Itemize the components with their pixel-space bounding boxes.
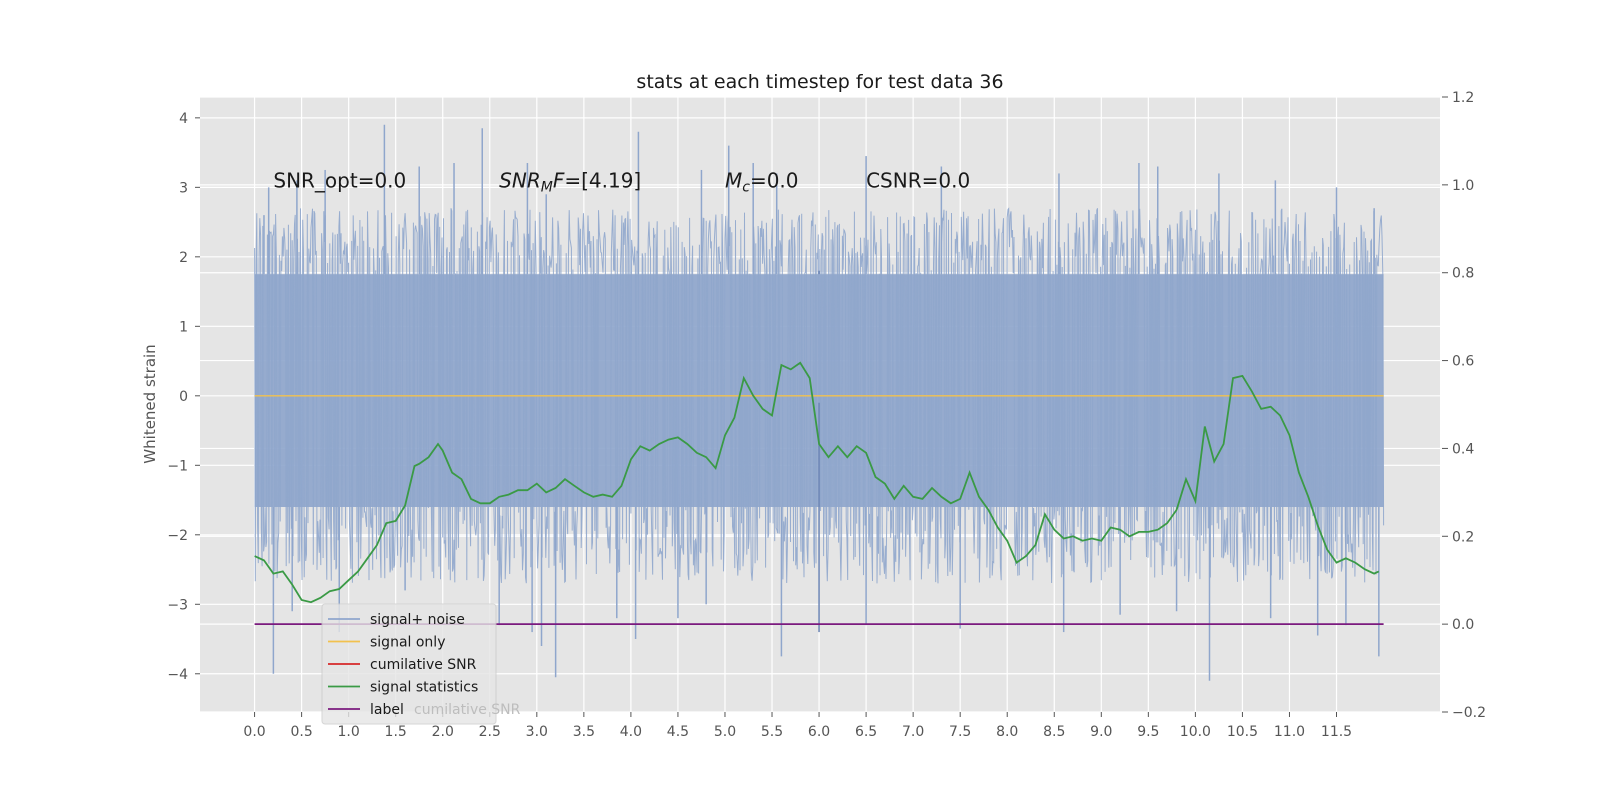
x-tick-label: 8.0 [996,724,1018,740]
x-tick-label: 2.0 [432,724,454,740]
x-tick-label: 3.5 [573,724,595,740]
legend-label: cumilative SNR [370,657,477,673]
annotation-part: =0.0 [750,168,799,192]
y2-tick-label: 0.4 [1452,441,1474,457]
noise-series [254,124,1385,681]
x-tick-label: 10.5 [1227,724,1258,740]
legend-label: label [370,702,404,718]
legend: signal+ noise signal only cumilative SNR si… [321,603,521,725]
x-tick-label: 11.0 [1274,724,1305,740]
legend-label: signal+ noise [370,612,465,628]
y2-tick-label: 0.2 [1452,529,1474,545]
annotation-part: SNR [499,168,541,192]
x-tick-label: 9.0 [1090,724,1112,740]
x-tick-label: 4.0 [620,724,642,740]
annotation-part: SNR_opt=0.0 [273,168,406,192]
annotation-part: CSNR=0.0 [866,168,970,192]
x-tick-label: 3.0 [526,724,548,740]
y-tick-label: −3 [167,597,188,613]
annotation-part: c [742,179,750,195]
x-tick-label: 5.0 [714,724,736,740]
x-tick-label: 0.0 [243,724,265,740]
x-tick-label: 1.0 [338,724,360,740]
x-tick-label: 2.5 [479,724,501,740]
y2-tick-label: 1.0 [1452,178,1474,194]
x-tick-label: 5.5 [761,724,783,740]
legend-label: signal only [370,635,445,651]
axes: 0.0 0.5 1.0 1.5 2.0 2.5 3.0 3.5 4.0 4.5 5.0 5.5 6.0 6… [167,90,1486,740]
annotation-part: =[4.19] [564,168,641,192]
x-tick-label: 8.5 [1043,724,1065,740]
legend-box [321,603,497,725]
y-tick-label: 0 [179,389,188,405]
annotation-text: Mc=0.0 [725,168,799,195]
y2-tick-label: 0.0 [1452,617,1474,633]
annotation-part: M [541,179,553,195]
x-tick-label: 6.0 [808,724,830,740]
y-tick-label: −2 [167,528,188,544]
y-tick-label: 4 [179,111,188,127]
y2-tick-label: 1.2 [1452,90,1474,106]
x-tick-label: 9.5 [1137,724,1159,740]
annotations: SNR_opt=0.0 SNRMF=[4.19] Mc=0.0 CSNR=0.0 [273,168,970,195]
y2-tick-label: 0.8 [1452,266,1474,282]
annotation-text: SNR_opt=0.0 [273,168,406,192]
x-tick-label: 7.0 [902,724,924,740]
annotation-text: CSNR=0.0 [866,168,970,192]
legend-label: signal statistics [370,680,478,696]
y-tick-label: −1 [167,458,188,474]
x-tick-label: 4.5 [667,724,689,740]
y-tick-label: 2 [179,250,188,266]
x-tick-label: 7.5 [949,724,971,740]
y-tick-label: 3 [179,180,188,196]
x-tick-label: 6.5 [855,724,877,740]
x-tick-label: 11.5 [1321,724,1352,740]
y2-tick-label: −0.2 [1452,705,1486,721]
series-line-signal-statistics [254,361,1380,604]
y-tick-label: −4 [167,667,188,683]
chart-title: stats at each timestep for test data 36 [636,71,1003,93]
annotation-part: M [725,168,742,192]
annotation-part: F [553,168,565,192]
y2-tick-label: 0.6 [1452,354,1474,370]
legend-ghost-text: cumilative SNR [414,702,521,718]
x-tick-label: 1.5 [385,724,407,740]
annotation-text: SNRMF=[4.19] [499,168,641,195]
y-tick-label: 1 [179,319,188,335]
y-axis-label: Whitened strain [141,344,159,463]
x-tick-label: 0.5 [290,724,312,740]
x-tick-label: 10.0 [1180,724,1211,740]
